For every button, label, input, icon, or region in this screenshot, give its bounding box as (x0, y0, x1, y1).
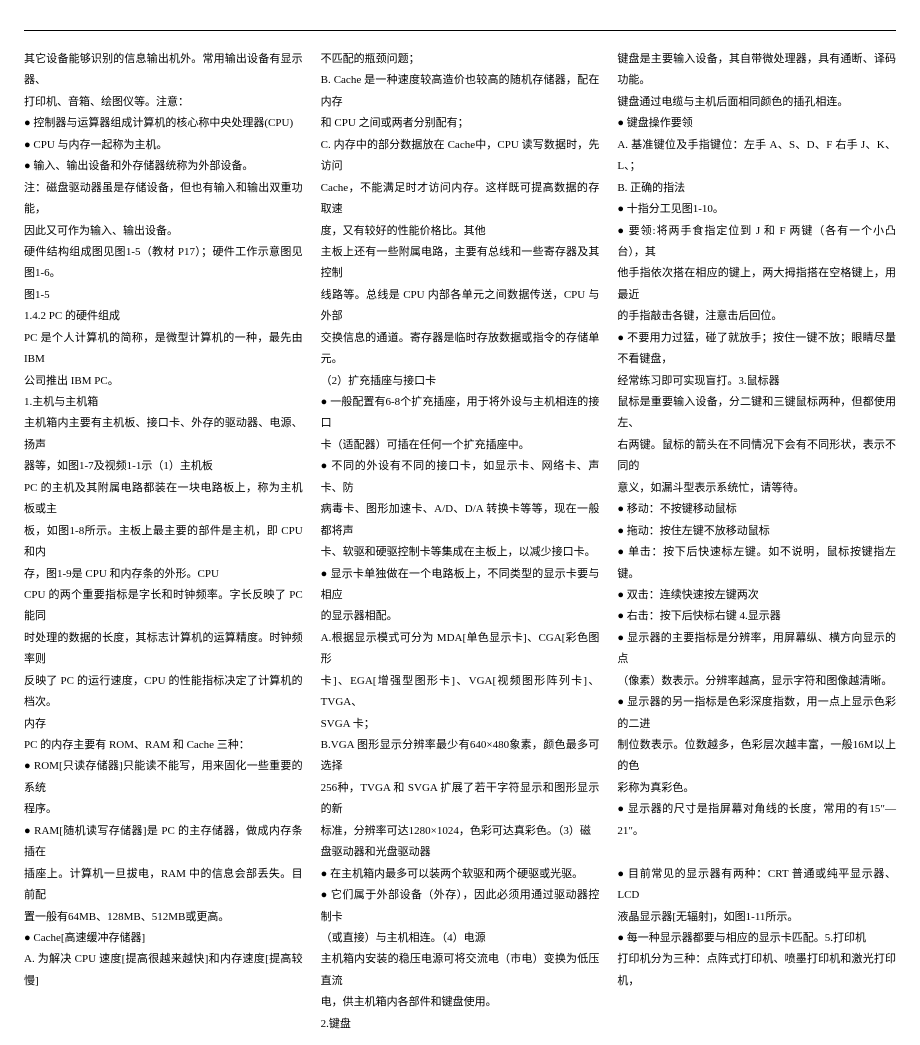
text-line: 置一般有64MB、128MB、512MB或更高。 (24, 907, 303, 928)
text-line: SVGA 卡； (321, 714, 600, 735)
text-line: 制位数表示。位数越多，色彩层次越丰富，一般16M以上的色 (617, 735, 896, 778)
text-line: 病毒卡、图形加速卡、A/D、D/A 转换卡等等，现在一般都将声 (321, 499, 600, 542)
text-line: 内存 (24, 714, 303, 735)
text-line: 主机箱内安装的稳压电源可将交流电（市电）变换为低压直流 (321, 949, 600, 992)
text-line: ● 键盘操作要领 (617, 113, 896, 134)
text-line: 液晶显示器[无辐射]，如图1-11所示。 (617, 907, 896, 928)
text-line: 线路等。总线是 CPU 内部各单元之间数据传送，CPU 与外部 (321, 285, 600, 328)
text-line: PC 的内存主要有 ROM、RAM 和 Cache 三种： (24, 735, 303, 756)
text-line: （或直接）与主机相连。（4）电源 (321, 928, 600, 949)
text-line: 打印机分为三种：点阵式打印机、喷墨打印机和激光打印机， (617, 949, 896, 992)
text-line: 卡（适配器）可插在任何一个扩充插座中。 (321, 435, 600, 456)
text-line: ● 移动：不按键移动鼠标 (617, 499, 896, 520)
text-line: B. Cache 是一种速度较高造价也较高的随机存储器，配在内存 (321, 70, 600, 113)
text-line: 度，又有较好的性能价格比。其他 (321, 221, 600, 242)
text-line: 主机箱内主要有主机板、接口卡、外存的驱动器、电源、扬声 (24, 413, 303, 456)
text-line: 其它设备能够识别的信息输出机外。常用输出设备有显示器、 (24, 49, 303, 92)
text-line: ● 不要用力过猛，碰了就放手；按住一键不放；眼睛尽量不看键盘， (617, 328, 896, 371)
text-line: 右两键。鼠标的箭头在不同情况下会有不同形状，表示不同的 (617, 435, 896, 478)
text-line: 硬件结构组成图见图1-5（教材 P17）；硬件工作示意图见图1-6。 (24, 242, 303, 285)
text-line: 反映了 PC 的运行速度，CPU 的性能指标决定了计算机的档次。 (24, 671, 303, 714)
text-line: 卡]、EGA[增强型图形卡]、VGA[视频图形阵列卡]、TVGA、 (321, 671, 600, 714)
text-line: ● 一般配置有6-8个扩充插座，用于将外设与主机相连的接口 (321, 392, 600, 435)
text-line: 打印机、音箱、绘图仪等。注意： (24, 92, 303, 113)
text-line: A. 基准键位及手指键位：左手 A、S、D、F 右手 J、K、L、； (617, 135, 896, 178)
document-page: 其它设备能够识别的信息输出机外。常用输出设备有显示器、打印机、音箱、绘图仪等。注… (0, 0, 920, 1045)
text-line: ● 不同的外设有不同的接口卡，如显示卡、网络卡、声卡、防 (321, 456, 600, 499)
text-line: PC 是个人计算机的简称，是微型计算机的一种，最先由 IBM (24, 328, 303, 371)
text-line: 标准，分辨率可达1280×1024，色彩可达真彩色。（3）磁 (321, 821, 600, 842)
text-line: ● 它们属于外部设备（外存），因此必须用通过驱动器控制卡 (321, 885, 600, 928)
column-2: 不匹配的瓶颈问题；B. Cache 是一种速度较高造价也较高的随机存储器，配在内… (321, 49, 600, 1035)
text-line: 1.4.2 PC 的硬件组成 (24, 306, 303, 327)
text-line: 鼠标是重要输入设备，分二键和三键鼠标两种，但都使用左、 (617, 392, 896, 435)
text-line: 彩称为真彩色。 (617, 778, 896, 799)
text-line: Cache，不能满足时才访问内存。这样既可提高数据的存取速 (321, 178, 600, 221)
text-line: 注：磁盘驱动器虽是存储设备，但也有输入和输出双重功能， (24, 178, 303, 221)
text-line: ● 十指分工见图1-10。 (617, 199, 896, 220)
text-line: 交换信息的通道。寄存器是临时存放数据或指令的存储单元。 (321, 328, 600, 371)
text-line: 和 CPU 之间或两者分别配有； (321, 113, 600, 134)
text-line: ● 目前常见的显示器有两种：CRT 普通或纯平显示器、LCD (617, 864, 896, 907)
text-line: 时处理的数据的长度，其标志计算机的运算精度。时钟频率则 (24, 628, 303, 671)
text-line: ● 控制器与运算器组成计算机的核心称中央处理器(CPU) (24, 113, 303, 134)
text-line: ● 双击：连续快速按左键两次 (617, 585, 896, 606)
text-line: 经常练习即可实现盲打。3.鼠标器 (617, 371, 896, 392)
column-1: 其它设备能够识别的信息输出机外。常用输出设备有显示器、打印机、音箱、绘图仪等。注… (24, 49, 303, 1035)
text-line: A. 为解决 CPU 速度[提高很越来越快]和内存速度[提高较慢] (24, 949, 303, 992)
text-line: ● 在主机箱内最多可以装两个软驱和两个硬驱或光驱。 (321, 864, 600, 885)
text-line: 不匹配的瓶颈问题； (321, 49, 600, 70)
text-line: 存，图1-9是 CPU 和内存条的外形。CPU (24, 564, 303, 585)
text-line: 板，如图1-8所示。主板上最主要的部件是主机，即 CPU 和内 (24, 521, 303, 564)
text-line: 键盘通过电缆与主机后面相同颜色的插孔相连。 (617, 92, 896, 113)
text-line: ● 右击：按下后快标右键 4.显示器 (617, 606, 896, 627)
text-line: ● ROM[只读存储器]只能读不能写，用来固化一些重要的系统 (24, 756, 303, 799)
three-column-layout: 其它设备能够识别的信息输出机外。常用输出设备有显示器、打印机、音箱、绘图仪等。注… (24, 49, 896, 1035)
text-line: 电，供主机箱内各部件和键盘使用。 (321, 992, 600, 1013)
text-line (617, 842, 896, 863)
text-line: B.VGA 图形显示分辨率最少有640×480象素，颜色最多可选择 (321, 735, 600, 778)
text-line: 的显示器相配。 (321, 606, 600, 627)
text-line: 的手指敲击各键，注意击后回位。 (617, 306, 896, 327)
text-line: B. 正确的指法 (617, 178, 896, 199)
text-line: ● 要领:将两手食指定位到 J 和 F 两键（各有一个小凸台），其 (617, 221, 896, 264)
text-line: ● Cache[高速缓冲存储器] (24, 928, 303, 949)
text-line: ● RAM[随机读写存储器]是 PC 的主存储器，做成内存条插在 (24, 821, 303, 864)
text-line: ● 输入、输出设备和外存储器统称为外部设备。 (24, 156, 303, 177)
text-line: 主板上还有一些附属电路，主要有总线和一些寄存器及其控制 (321, 242, 600, 285)
text-line: ● 单击：按下后快速标左键。如不说明，鼠标按键指左键。 (617, 542, 896, 585)
text-line: 器等，如图1-7及视频1-1示（1）主机板 (24, 456, 303, 477)
text-line: 盘驱动器和光盘驱动器 (321, 842, 600, 863)
text-line: C. 内存中的部分数据放在 Cache中，CPU 读写数据时，先访问 (321, 135, 600, 178)
text-line: ● 显示器的尺寸是指屏幕对角线的长度，常用的有15″—21″。 (617, 799, 896, 842)
text-line: A.根据显示模式可分为 MDA[单色显示卡]、CGA[彩色图形 (321, 628, 600, 671)
text-line: ● CPU 与内存一起称为主机。 (24, 135, 303, 156)
text-line: 键盘是主要输入设备，其自带微处理器，具有通断、译码功能。 (617, 49, 896, 92)
text-line: 程序。 (24, 799, 303, 820)
text-line: 因此又可作为输入、输出设备。 (24, 221, 303, 242)
text-line: 公司推出 IBM PC。 (24, 371, 303, 392)
text-line: ● 显示器的另一指标是色彩深度指数，用一点上显示色彩的二进 (617, 692, 896, 735)
text-line: 意义，如漏斗型表示系统忙，请等待。 (617, 478, 896, 499)
text-line: CPU 的两个重要指标是字长和时钟频率。字长反映了 PC 能同 (24, 585, 303, 628)
text-line: ● 显示器的主要指标是分辨率，用屏幕纵、横方向显示的点 (617, 628, 896, 671)
text-line: 插座上。计算机一旦拔电，RAM 中的信息会部丢失。目前配 (24, 864, 303, 907)
text-line: 2.键盘 (321, 1014, 600, 1035)
text-line: ● 每一种显示器都要与相应的显示卡匹配。5.打印机 (617, 928, 896, 949)
text-line: （像素）数表示。分辨率越高，显示字符和图像越清晰。 (617, 671, 896, 692)
text-line: ● 显示卡单独做在一个电路板上，不同类型的显示卡要与相应 (321, 564, 600, 607)
text-line: PC 的主机及其附属电路都装在一块电路板上，称为主机板或主 (24, 478, 303, 521)
text-line: （2）扩充插座与接口卡 (321, 371, 600, 392)
column-3: 键盘是主要输入设备，其自带微处理器，具有通断、译码功能。键盘通过电缆与主机后面相… (617, 49, 896, 1035)
top-rule (24, 30, 896, 31)
text-line: ● 拖动：按住左键不放移动鼠标 (617, 521, 896, 542)
text-line: 他手指依次搭在相应的键上，两大拇指搭在空格键上，用最近 (617, 263, 896, 306)
text-line: 1.主机与主机箱 (24, 392, 303, 413)
text-line: 256种，TVGA 和 SVGA 扩展了若干字符显示和图形显示的新 (321, 778, 600, 821)
text-line: 图1-5 (24, 285, 303, 306)
text-line: 卡、软驱和硬驱控制卡等集成在主板上，以减少接口卡。 (321, 542, 600, 563)
